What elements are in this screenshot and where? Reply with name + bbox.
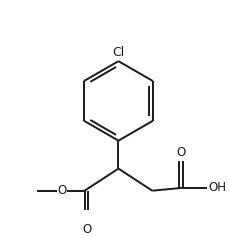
Text: O: O <box>82 223 91 236</box>
Text: Cl: Cl <box>112 46 124 59</box>
Text: O: O <box>176 146 185 159</box>
Text: O: O <box>57 184 66 197</box>
Text: OH: OH <box>207 181 225 194</box>
